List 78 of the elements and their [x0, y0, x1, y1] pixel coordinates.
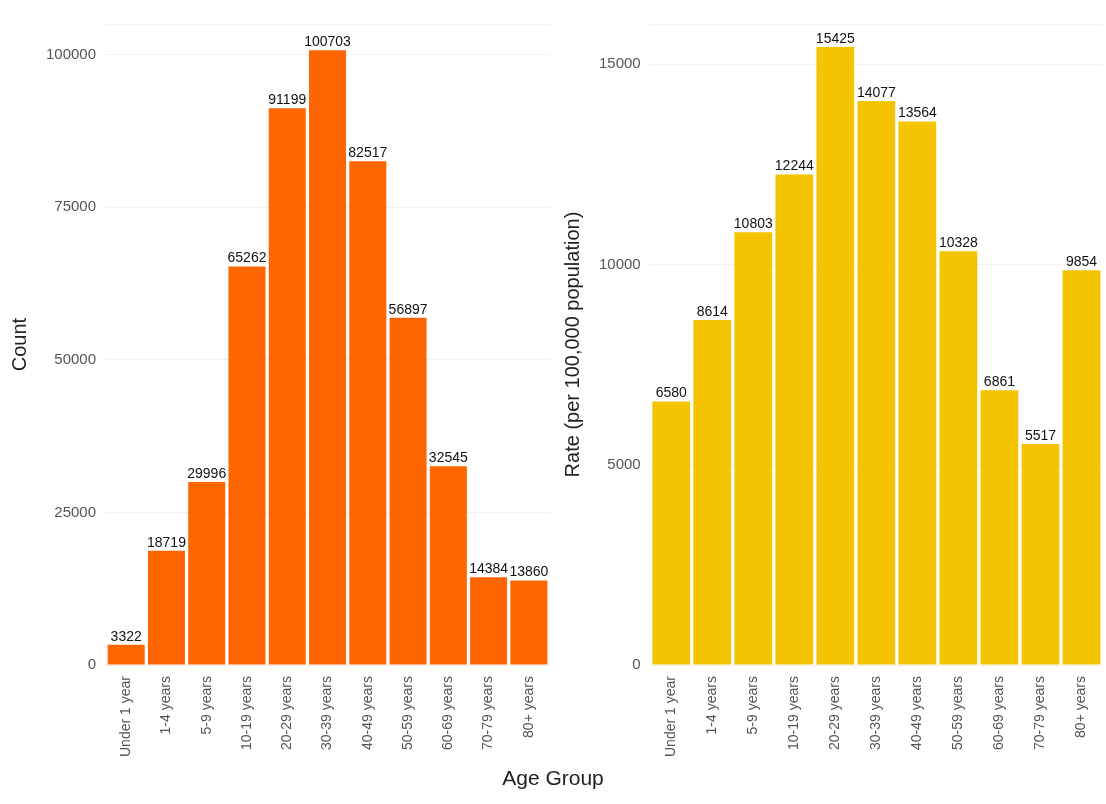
- x-tick-label: 70-79 years: [1031, 676, 1048, 751]
- bar: [898, 121, 937, 665]
- data-label: 32545: [428, 449, 469, 466]
- data-label: 10328: [938, 234, 979, 251]
- x-tick-label: 80+ years: [1072, 676, 1089, 738]
- data-label: 82517: [348, 144, 388, 161]
- x-tick-label: 50-59 years: [949, 676, 966, 751]
- data-label: 13860: [509, 563, 549, 580]
- x-tick-label: 30-39 years: [318, 676, 335, 751]
- bar: [510, 580, 548, 665]
- y-tick-label: 0: [87, 655, 97, 673]
- bar: [349, 161, 387, 665]
- bar: [188, 481, 226, 665]
- y-axis-title: Count: [7, 317, 30, 372]
- data-label: 6580: [655, 384, 687, 401]
- y-tick-label: 100000: [45, 44, 97, 62]
- bar: [389, 317, 427, 665]
- data-label: 29996: [187, 464, 227, 481]
- bar: [734, 232, 773, 665]
- data-label: 14384: [469, 560, 509, 577]
- bar: [693, 319, 732, 665]
- x-tick-label: 5-9 years: [744, 676, 761, 735]
- y-tick-label: 15000: [598, 54, 641, 72]
- x-tick-label: Under 1 year: [117, 675, 134, 758]
- data-label: 56897: [388, 300, 428, 317]
- data-label: 100703: [304, 33, 352, 50]
- x-tick-label: 1-4 years: [157, 676, 174, 735]
- y-tick-label: 25000: [54, 502, 97, 520]
- x-tick-label: 80+ years: [519, 676, 536, 738]
- x-tick-label: 1-4 years: [703, 676, 720, 735]
- x-tick-label: 20-29 years: [278, 676, 295, 751]
- x-tick-label: 30-39 years: [867, 676, 884, 751]
- x-tick-label: 60-69 years: [990, 676, 1007, 751]
- bar: [470, 577, 508, 665]
- bar: [939, 251, 978, 665]
- x-tick-label: 10-19 years: [237, 676, 254, 751]
- x-tick-label: Under 1 year: [662, 675, 679, 758]
- data-label: 10803: [733, 215, 773, 232]
- y-tick-label: 0: [632, 655, 641, 673]
- x-tick-label: 60-69 years: [439, 676, 456, 751]
- data-label: 9854: [1065, 253, 1098, 270]
- data-label: 14077: [856, 83, 897, 100]
- bar: [980, 390, 1019, 665]
- bar: [652, 401, 691, 665]
- data-label: 91199: [268, 91, 307, 108]
- data-label: 3322: [110, 627, 142, 644]
- bar: [429, 466, 467, 665]
- bar: [268, 108, 306, 665]
- x-tick-label: 10-19 years: [785, 676, 802, 751]
- bar: [107, 644, 145, 665]
- y-tick-label: 5000: [607, 454, 641, 472]
- bar: [309, 50, 347, 665]
- bar: [857, 101, 896, 665]
- bar: [775, 174, 814, 665]
- x-tick-label: 40-49 years: [358, 676, 375, 751]
- y-tick-label: 50000: [54, 349, 97, 367]
- bar: [1021, 444, 1060, 665]
- data-label: 18719: [146, 533, 187, 550]
- data-label: 5517: [1024, 426, 1057, 443]
- x-tick-label: 20-29 years: [826, 676, 843, 751]
- bar: [228, 266, 266, 665]
- bar: [1062, 270, 1101, 665]
- data-label: 15425: [815, 29, 856, 46]
- y-tick-label: 75000: [54, 197, 97, 215]
- data-label: 13564: [897, 104, 938, 121]
- x-axis-title: Age Group: [501, 766, 605, 790]
- x-tick-label: 5-9 years: [197, 676, 214, 735]
- bar: [816, 47, 855, 665]
- x-tick-label: 50-59 years: [398, 676, 415, 751]
- bar: [147, 550, 185, 665]
- x-tick-label: 40-49 years: [908, 676, 925, 751]
- data-label: 12244: [774, 157, 814, 174]
- y-axis-title: Rate (per 100,000 population): [560, 211, 583, 478]
- x-tick-label: 70-79 years: [479, 676, 496, 751]
- y-tick-label: 10000: [598, 254, 641, 272]
- data-label: 6861: [983, 373, 1016, 390]
- data-label: 8614: [696, 302, 729, 319]
- data-label: 65262: [227, 249, 267, 266]
